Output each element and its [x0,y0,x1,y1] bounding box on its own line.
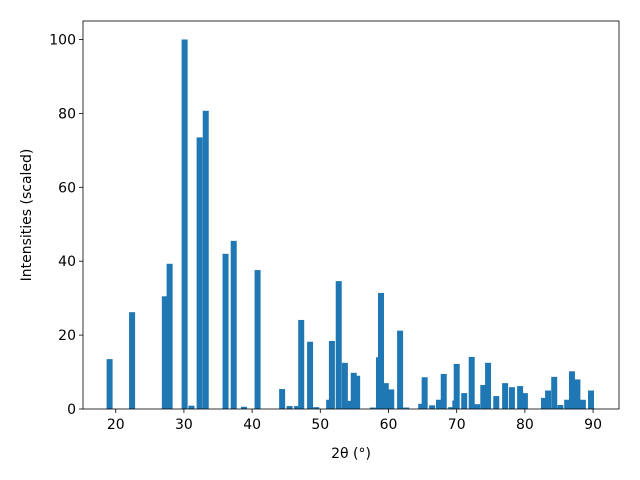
bar [508,387,515,409]
y-tick-label: 20 [58,328,76,344]
x-tick-label: 40 [243,417,261,433]
bar [502,383,509,409]
bar [346,400,353,409]
bar [341,362,348,409]
bar [564,399,571,409]
bar [335,281,342,409]
bar [328,341,335,409]
bar [294,406,301,409]
bar [129,312,136,409]
bar [378,292,385,409]
bar [521,393,528,409]
bar [440,373,447,409]
bar [403,407,410,409]
y-axis-label: Intensities (scaled) [19,149,35,282]
bar [474,404,481,409]
bar [568,371,575,409]
bar [369,407,376,409]
bar [298,319,305,409]
plot-frame [82,20,620,410]
bar [517,386,524,409]
bar [493,396,500,409]
bar [545,390,552,409]
bar [106,359,113,409]
bar [435,399,442,409]
x-tick-label: 90 [584,417,602,433]
x-axis-label: 2θ (°) [331,446,371,462]
bar [588,390,595,409]
bar [286,406,293,409]
bar [574,379,581,409]
bar [540,397,547,409]
bar [388,389,395,409]
bar [166,263,173,409]
bar [354,375,361,409]
bar [313,407,320,409]
x-tick-label: 20 [107,417,125,433]
bar [181,39,188,409]
y-tick-label: 40 [58,254,76,270]
bar [350,372,357,409]
x-tick-label: 50 [311,417,329,433]
bar [397,330,404,409]
bar [161,296,168,409]
y-tick-label: 60 [58,180,76,196]
y-tick-label: 0 [67,402,76,418]
bar [418,403,425,409]
y-tick-label: 100 [49,32,76,48]
bar [453,363,460,409]
bar [307,341,314,409]
bar [382,383,389,409]
bar [480,384,487,409]
bar [230,240,237,409]
bar [551,376,558,409]
bar [461,393,468,409]
bar [448,407,455,409]
bar [421,377,428,409]
bar [557,404,564,409]
bar [279,389,286,409]
bar [196,137,203,409]
bar [579,399,586,409]
x-tick-label: 60 [380,417,398,433]
bar [202,110,209,410]
bar [468,356,475,409]
bar [429,405,436,409]
bar [222,253,229,409]
bar [254,270,261,409]
bar [188,405,195,409]
x-tick-label: 80 [516,417,534,433]
bar [485,362,492,409]
x-tick-label: 70 [448,417,466,433]
y-tick-label: 80 [58,106,76,122]
bar [240,406,247,409]
x-tick-label: 30 [175,417,193,433]
